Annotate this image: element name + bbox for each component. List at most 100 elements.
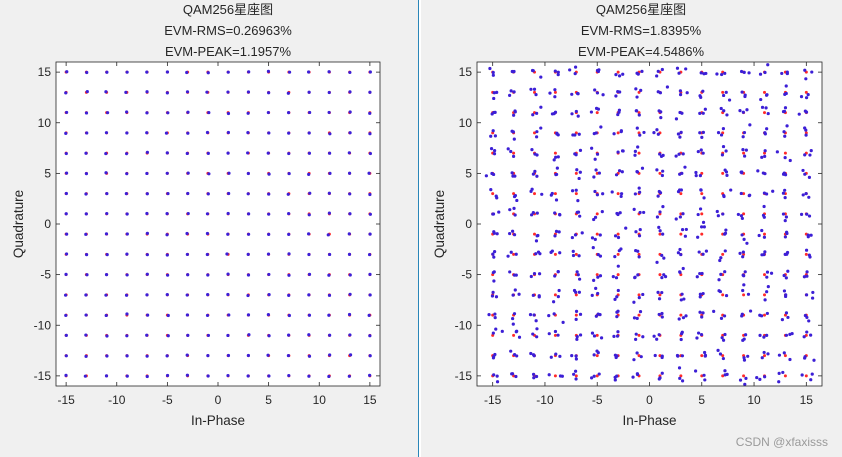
received-point [743,154,747,158]
received-point [805,330,809,334]
received-point [677,366,682,370]
received-point [347,252,352,256]
received-point [612,334,616,338]
received-point [125,354,129,358]
received-point [657,225,661,229]
reference-point [721,171,725,175]
received-point [781,191,786,195]
received-point [246,192,250,196]
received-point [783,106,788,110]
received-point [738,251,742,255]
received-point [680,330,684,334]
received-point [615,334,620,338]
received-point [761,171,765,175]
received-point [683,234,687,238]
y-axis-label: Quadrature [432,190,447,258]
received-point [507,231,512,236]
received-point [782,130,786,134]
received-point [548,91,552,95]
plot-area [56,62,380,386]
received-point [554,155,558,159]
received-point [715,209,719,214]
constellation-chart-left: QAM256星座图 EVM-RMS=0.26963% EVM-PEAK=1.1957… [11,2,381,428]
received-point [164,131,169,135]
received-point [661,169,665,173]
chart-title-line: EVM-RMS=0.26963% [164,23,292,38]
received-point [552,158,556,162]
received-point [777,371,781,375]
received-point [698,310,702,314]
received-point [698,271,702,276]
received-point [702,373,706,377]
received-point [693,369,698,373]
received-point [491,129,495,133]
received-point [327,90,331,95]
received-point [509,89,513,93]
received-point [600,210,604,214]
received-point [326,233,330,237]
received-point [539,105,543,109]
received-point [596,291,600,296]
received-point [659,154,664,159]
received-point [597,171,601,175]
received-point [307,131,311,135]
received-point [554,198,559,202]
received-point [739,214,744,218]
received-point [556,72,560,77]
received-point [698,94,702,98]
received-point [592,334,597,338]
received-point [226,353,231,358]
chart-title-line: EVM-PEAK=1.1957% [165,44,292,59]
received-point [762,235,767,239]
received-point [677,71,681,75]
received-point [634,87,638,91]
received-point [206,374,210,378]
received-point [104,313,108,318]
received-point [723,270,727,274]
x-axis-label: In-Phase [622,413,676,428]
received-point [165,293,169,297]
received-point [634,332,638,336]
received-point [596,350,600,355]
received-point [495,380,500,384]
received-point [535,174,539,178]
received-point [492,230,496,234]
received-point [554,229,559,233]
received-point [804,293,809,297]
received-point [348,70,352,75]
received-point [535,130,539,134]
received-point [741,250,745,254]
scatter-points [484,63,816,386]
received-point [595,193,600,197]
received-point [327,70,331,74]
received-point [742,237,746,242]
received-point [328,333,332,337]
received-point [724,90,728,94]
received-point [531,172,535,176]
reference-point [721,293,725,297]
received-point [805,274,809,278]
received-point [509,349,513,353]
received-point [701,89,705,93]
received-point [742,283,746,287]
x-tick-label: -15 [57,393,75,407]
received-point [493,250,497,254]
reference-point [616,252,620,256]
reference-point [574,313,578,317]
x-tick-label: -5 [592,393,603,407]
received-point [595,91,600,95]
received-point [741,135,745,139]
y-tick-label: -5 [461,268,472,282]
received-point [493,312,497,316]
received-point [765,290,769,294]
received-point [552,300,556,304]
received-point [125,374,129,378]
reference-point [512,252,516,256]
reference-point [700,354,704,358]
x-tick-label: 15 [800,393,814,407]
received-point [558,374,563,378]
received-point [491,73,495,77]
received-point [145,70,149,74]
received-point [800,373,804,377]
received-point [307,252,311,257]
